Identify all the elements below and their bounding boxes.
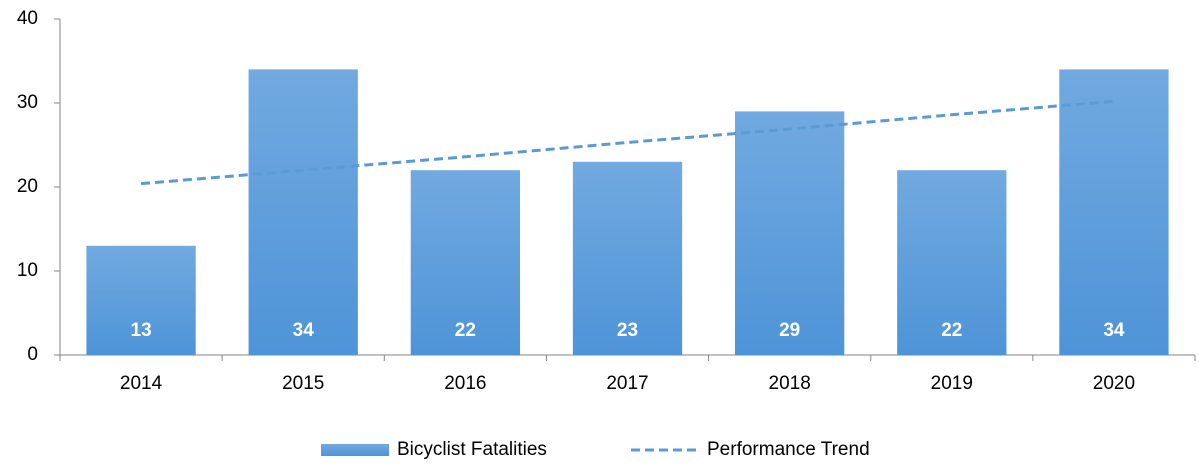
trend-line	[140, 99, 1115, 186]
bar	[248, 69, 358, 356]
legend-swatch	[321, 444, 389, 456]
data-label: 22	[455, 320, 476, 341]
data-label: 23	[617, 320, 638, 341]
y-tick-label: 20	[17, 176, 38, 197]
legend-label: Performance Trend	[707, 439, 870, 460]
y-tick-label: 30	[17, 92, 38, 113]
x-tick-label: 2016	[444, 373, 486, 394]
bar	[572, 161, 683, 355]
data-label: 29	[779, 320, 800, 341]
x-tick-label: 2017	[606, 373, 648, 394]
data-label: 34	[293, 320, 315, 341]
bar	[410, 170, 520, 355]
bar	[735, 111, 845, 356]
bar	[1059, 69, 1169, 356]
data-label: 34	[1103, 320, 1125, 341]
x-tick-label: 2014	[120, 373, 163, 394]
bar	[897, 170, 1007, 355]
bar	[86, 245, 196, 355]
x-tick-label: 2020	[1093, 373, 1135, 394]
y-tick-label: 40	[17, 8, 38, 29]
data-label: 13	[131, 320, 152, 341]
legend-label: Bicyclist Fatalities	[397, 439, 547, 460]
y-tick-label: 10	[17, 260, 38, 281]
x-tick-label: 2018	[769, 373, 811, 394]
y-tick-label: 0	[27, 344, 38, 365]
data-label: 22	[941, 320, 962, 341]
x-tick-label: 2019	[931, 373, 973, 394]
x-tick-label: 2015	[282, 373, 324, 394]
